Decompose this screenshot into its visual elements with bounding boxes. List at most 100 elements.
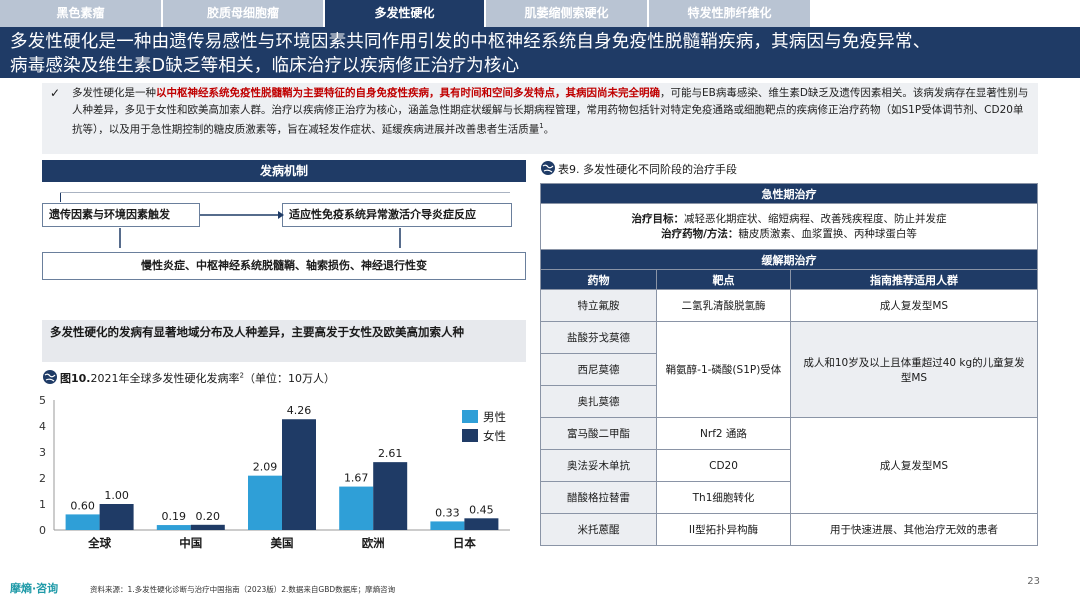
- table-row-population: 成人和10岁及以上且体重超过40 kg的儿童复发型MS: [790, 321, 1038, 418]
- x-tick-label: 美国: [271, 536, 294, 550]
- bar-female: [373, 462, 408, 530]
- intro-text-part2: ，可能与EB病毒感染、维生素D缺乏及遗传因素相关。该病发病存在显著性别与人种差异…: [72, 87, 1029, 136]
- table-row-target: Nrf2 通路: [656, 417, 791, 450]
- figure-unit: （单位：10万人）: [243, 372, 335, 385]
- table-row-target: CD20: [656, 449, 791, 482]
- acute-goal-label: 治疗目标：: [631, 212, 685, 225]
- table-row-target: 二氢乳清酸脱氢酶: [656, 289, 791, 322]
- legend-label: 男性: [483, 410, 506, 424]
- table-caption-text: 表9. 多发性硬化不同阶段的治疗手段: [558, 163, 737, 176]
- acute-goal: 治疗目标：减轻恶化期症状、缩短病程、改善残疾程度、防止并发症: [545, 212, 1033, 227]
- y-tick-label: 3: [39, 446, 46, 459]
- table-row-drug: 醋酸格拉替雷: [540, 481, 657, 514]
- col-header-drug: 药物: [540, 269, 657, 290]
- bar-male: [430, 521, 465, 530]
- mechanism-box-outcome: 慢性炎症、中枢神经系统脱髓鞘、轴索损伤、神经退行性变: [42, 252, 526, 280]
- table-row-drug: 米托蒽醌: [540, 513, 657, 546]
- table-row-population: 成人复发型MS: [790, 417, 1038, 514]
- bar-female: [99, 504, 134, 530]
- figure-caption: 图10.2021年全球多发性硬化发病率2（单位：10万人）: [42, 369, 335, 386]
- x-tick-label: 日本: [453, 536, 476, 550]
- page-number: 23: [1027, 576, 1040, 587]
- footer: 摩熵·咨询 资料来源：1.多发性硬化诊断与治疗中国指南（2023版）2.数据来自…: [0, 572, 1080, 608]
- table-row-target: II型拓扑异构酶: [656, 513, 791, 546]
- mechanism-connector: [60, 192, 61, 202]
- data-label: 1.67: [344, 472, 369, 485]
- bar-male: [65, 514, 100, 530]
- col-header-population: 指南推荐适用人群: [790, 269, 1038, 290]
- y-tick-label: 4: [39, 420, 46, 433]
- intro-footnote-ref: 1: [539, 122, 544, 130]
- tab-multiple-sclerosis[interactable]: 多发性硬化: [325, 0, 486, 27]
- tab-ipf[interactable]: 特发性肺纤维化: [649, 0, 810, 27]
- acute-goal-text: 减轻恶化期症状、缩短病程、改善残疾程度、防止并发症: [684, 212, 947, 225]
- x-tick-label: 全球: [87, 536, 111, 550]
- intro-text: 多发性硬化是一种以中枢神经系统免疫性脱髓鞘为主要特征的自身免疫性疾病，具有时间和…: [72, 85, 1032, 138]
- page-title: 多发性硬化是一种由遗传易感性与环境因素共同作用引发的中枢神经系统自身免疫性脱髓鞘…: [0, 27, 1080, 78]
- mechanism-connector: [60, 192, 510, 193]
- col-header-target: 靶点: [656, 269, 791, 290]
- table-row-drug: 特立氟胺: [540, 289, 657, 322]
- tab-melanoma[interactable]: 黑色素瘤: [0, 0, 163, 27]
- data-label: 0.33: [435, 506, 460, 519]
- data-label: 2.61: [378, 447, 403, 460]
- x-tick-label: 欧洲: [362, 536, 385, 550]
- y-tick-label: 5: [39, 394, 46, 407]
- y-tick-label: 2: [39, 472, 46, 485]
- figure-label: 图10.: [60, 372, 91, 385]
- page-title-line1: 多发性硬化是一种由遗传易感性与环境因素共同作用引发的中枢神经系统自身免疫性脱髓鞘…: [10, 32, 931, 52]
- epidemiology-subhead: 多发性硬化的发病有显著地域分布及人种差异，主要高发于女性及欧美高加索人种: [42, 320, 526, 362]
- acute-drugs-text: 糖皮质激素、血浆置换、丙种球蛋白等: [738, 227, 917, 240]
- intro-text-part1: 多发性硬化是一种: [72, 87, 156, 99]
- intro-text-end: 。: [543, 123, 555, 136]
- figure-title: 2021年全球多发性硬化发病率: [90, 372, 240, 385]
- data-label: 4.26: [287, 404, 312, 417]
- table-caption: 表9. 多发性硬化不同阶段的治疗手段: [540, 160, 737, 177]
- globe-icon: [541, 161, 555, 175]
- data-label: 1.00: [104, 489, 129, 502]
- x-tick-label: 中国: [179, 536, 202, 550]
- source-note: 资料来源：1.多发性硬化诊断与治疗中国指南（2023版）2.数据来自GBD数据库…: [90, 585, 396, 594]
- legend-swatch: [462, 429, 478, 442]
- mechanism-box-immune: 适应性免疫系统异常激活介导炎症反应: [282, 203, 512, 227]
- intro-highlight: 以中枢神经系统免疫性脱髓鞘为主要特征的自身免疫性疾病，具有时间和空间多发特点，其…: [156, 87, 660, 99]
- bar-female: [464, 518, 499, 530]
- table-row-drug: 盐酸芬戈莫德: [540, 321, 657, 354]
- check-icon: ✓: [50, 86, 61, 100]
- table-row-drug: 奥扎莫德: [540, 385, 657, 418]
- bar-female: [282, 419, 316, 530]
- bar-female: [190, 524, 225, 530]
- incidence-bar-chart: 0 1 2 3 4 5 0.60 1.00 全球 0.19 0.20 中国 2.09 4.26 美国 1.67…: [39, 394, 510, 550]
- y-tick-label: 0: [39, 524, 46, 537]
- arrow-right-head: [278, 211, 284, 219]
- acute-drugs: 治疗药物/方法：糖皮质激素、血浆置换、丙种球蛋白等: [545, 227, 1033, 242]
- section-tabs: 黑色素瘤 胶质母细胞瘤 多发性硬化 肌萎缩侧索硬化 特发性肺纤维化: [0, 0, 1080, 27]
- bar-male: [156, 525, 191, 530]
- acute-phase-header: 急性期治疗: [540, 183, 1038, 204]
- data-label: 0.45: [469, 503, 494, 516]
- acute-phase-content: 治疗目标：减轻恶化期症状、缩短病程、改善残疾程度、防止并发症 治疗药物/方法：糖…: [540, 203, 1038, 250]
- intro-box: ✓ 多发性硬化是一种以中枢神经系统免疫性脱髓鞘为主要特征的自身免疫性疾病，具有时…: [42, 83, 1038, 154]
- table-row-target: 鞘氨醇-1-磷酸(S1P)受体: [656, 321, 791, 418]
- mechanism-header: 发病机制: [42, 160, 526, 182]
- figure-footnote-ref: 2: [239, 371, 244, 380]
- table-row-drug: 奥法妥木单抗: [540, 449, 657, 482]
- data-label: 0.19: [162, 510, 187, 523]
- mechanism-box-trigger: 遗传因素与环境因素触发: [42, 203, 200, 227]
- tab-als[interactable]: 肌萎缩侧索硬化: [486, 0, 649, 27]
- data-label: 0.20: [196, 510, 221, 523]
- remission-phase-header: 缓解期治疗: [540, 249, 1038, 270]
- data-label: 0.60: [70, 499, 95, 512]
- globe-icon: [43, 370, 57, 384]
- page-title-line2: 病毒感染及维生素D缺乏等相关，临床治疗以疾病修正治疗为核心: [10, 56, 520, 76]
- table-row-population: 用于快速进展、其他治疗无效的患者: [790, 513, 1038, 546]
- table-row-drug: 富马酸二甲酯: [540, 417, 657, 450]
- treatment-table: 急性期治疗 治疗目标：减轻恶化期症状、缩短病程、改善残疾程度、防止并发症 治疗药…: [540, 183, 1038, 546]
- brand-logo: 摩熵·咨询: [10, 582, 59, 595]
- y-tick-label: 1: [39, 498, 46, 511]
- tab-glioblastoma[interactable]: 胶质母细胞瘤: [163, 0, 325, 27]
- acute-drugs-label: 治疗药物/方法：: [661, 227, 739, 240]
- legend-label: 女性: [483, 429, 506, 443]
- legend-swatch: [462, 410, 478, 423]
